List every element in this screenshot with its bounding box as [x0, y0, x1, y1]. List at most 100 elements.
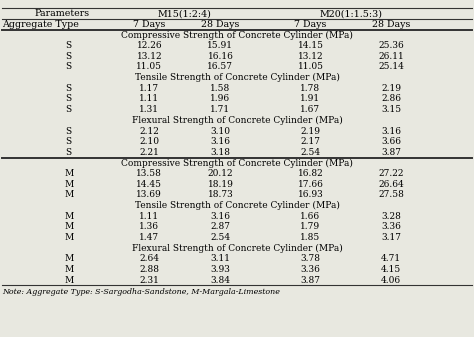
Text: 2.10: 2.10 [139, 137, 159, 146]
Text: 27.22: 27.22 [378, 169, 404, 178]
Text: 2.31: 2.31 [139, 276, 159, 285]
Text: S: S [66, 148, 72, 157]
Text: 1.17: 1.17 [139, 84, 159, 93]
Text: 14.45: 14.45 [137, 180, 162, 189]
Text: 1.47: 1.47 [139, 233, 159, 242]
Text: S: S [66, 137, 72, 146]
Text: 16.57: 16.57 [208, 62, 233, 71]
Text: 2.21: 2.21 [139, 148, 159, 157]
Text: 16.16: 16.16 [208, 52, 233, 61]
Text: M: M [64, 169, 73, 178]
Text: 3.87: 3.87 [381, 148, 401, 157]
Text: 1.58: 1.58 [210, 84, 230, 93]
Text: 16.93: 16.93 [298, 190, 323, 200]
Text: 1.31: 1.31 [139, 105, 159, 114]
Text: 12.26: 12.26 [137, 41, 162, 50]
Text: 28 Days: 28 Days [372, 20, 410, 29]
Text: 3.87: 3.87 [301, 276, 320, 285]
Text: 18.19: 18.19 [208, 180, 233, 189]
Text: 13.12: 13.12 [137, 52, 162, 61]
Text: Compressive Strength of Concrete Cylinder (MPa): Compressive Strength of Concrete Cylinde… [121, 158, 353, 167]
Text: 1.91: 1.91 [301, 94, 320, 103]
Text: 16.82: 16.82 [298, 169, 323, 178]
Text: M: M [64, 254, 73, 264]
Text: 3.18: 3.18 [210, 148, 230, 157]
Text: Flexural Strength of Concrete Cylinder (MPa): Flexural Strength of Concrete Cylinder (… [132, 244, 342, 253]
Text: 3.93: 3.93 [210, 265, 230, 274]
Text: Tensile Strength of Concrete Cylinder (MPa): Tensile Strength of Concrete Cylinder (M… [135, 73, 339, 82]
Text: 3.11: 3.11 [210, 254, 230, 264]
Text: 1.78: 1.78 [301, 84, 320, 93]
Text: 3.78: 3.78 [301, 254, 320, 264]
Text: 3.10: 3.10 [210, 126, 230, 135]
Text: 2.19: 2.19 [301, 126, 320, 135]
Text: Aggregate Type: Aggregate Type [2, 20, 79, 29]
Text: 1.11: 1.11 [139, 212, 159, 221]
Text: M: M [64, 222, 73, 232]
Text: 2.87: 2.87 [210, 222, 230, 232]
Text: 2.54: 2.54 [301, 148, 320, 157]
Text: Tensile Strength of Concrete Cylinder (MPa): Tensile Strength of Concrete Cylinder (M… [135, 201, 339, 210]
Text: 28 Days: 28 Days [201, 20, 239, 29]
Text: 13.12: 13.12 [298, 52, 323, 61]
Text: Compressive Strength of Concrete Cylinder (MPa): Compressive Strength of Concrete Cylinde… [121, 30, 353, 40]
Text: M15(1:2:4): M15(1:2:4) [158, 9, 212, 18]
Text: 1.11: 1.11 [139, 94, 159, 103]
Text: M: M [64, 180, 73, 189]
Text: 3.66: 3.66 [381, 137, 401, 146]
Text: 1.79: 1.79 [301, 222, 320, 232]
Text: 11.05: 11.05 [137, 62, 162, 71]
Text: 4.15: 4.15 [381, 265, 401, 274]
Text: 15.91: 15.91 [208, 41, 233, 50]
Text: 2.86: 2.86 [381, 94, 401, 103]
Text: S: S [66, 105, 72, 114]
Text: 13.69: 13.69 [137, 190, 162, 200]
Text: 2.12: 2.12 [139, 126, 159, 135]
Text: 3.36: 3.36 [301, 265, 320, 274]
Text: 4.71: 4.71 [381, 254, 401, 264]
Text: Note: Aggregate Type: S-Sargodha-Sandstone, M-Margala-Limestone: Note: Aggregate Type: S-Sargodha-Sandsto… [2, 288, 280, 296]
Text: 1.85: 1.85 [301, 233, 320, 242]
Text: Parameters: Parameters [34, 9, 89, 18]
Text: 3.15: 3.15 [381, 105, 401, 114]
Text: S: S [66, 41, 72, 50]
Text: S: S [66, 52, 72, 61]
Text: 27.58: 27.58 [378, 190, 404, 200]
Text: S: S [66, 94, 72, 103]
Text: 4.06: 4.06 [381, 276, 401, 285]
Text: M: M [64, 276, 73, 285]
Text: 3.36: 3.36 [381, 222, 401, 232]
Text: M: M [64, 212, 73, 221]
Text: 1.96: 1.96 [210, 94, 230, 103]
Text: 18.73: 18.73 [208, 190, 233, 200]
Text: 7 Days: 7 Days [294, 20, 327, 29]
Text: S: S [66, 84, 72, 93]
Text: 3.16: 3.16 [381, 126, 401, 135]
Text: 3.16: 3.16 [210, 212, 230, 221]
Text: 1.66: 1.66 [301, 212, 320, 221]
Text: 2.17: 2.17 [301, 137, 320, 146]
Text: M: M [64, 190, 73, 200]
Text: 13.58: 13.58 [137, 169, 162, 178]
Text: Flexural Strength of Concrete Cylinder (MPa): Flexural Strength of Concrete Cylinder (… [132, 116, 342, 125]
Text: 2.64: 2.64 [139, 254, 159, 264]
Text: S: S [66, 126, 72, 135]
Text: 14.15: 14.15 [298, 41, 323, 50]
Text: 3.28: 3.28 [381, 212, 401, 221]
Text: 3.16: 3.16 [210, 137, 230, 146]
Text: 7 Days: 7 Days [133, 20, 165, 29]
Text: 3.17: 3.17 [381, 233, 401, 242]
Text: 2.19: 2.19 [381, 84, 401, 93]
Text: 26.64: 26.64 [378, 180, 404, 189]
Text: S: S [66, 62, 72, 71]
Text: M: M [64, 265, 73, 274]
Text: 17.66: 17.66 [298, 180, 323, 189]
Text: 25.14: 25.14 [378, 62, 404, 71]
Text: 2.88: 2.88 [139, 265, 159, 274]
Text: M: M [64, 233, 73, 242]
Text: 1.71: 1.71 [210, 105, 230, 114]
Text: 3.84: 3.84 [210, 276, 230, 285]
Text: 1.36: 1.36 [139, 222, 159, 232]
Text: 26.11: 26.11 [378, 52, 404, 61]
Text: M20(1:1.5:3): M20(1:1.5:3) [319, 9, 382, 18]
